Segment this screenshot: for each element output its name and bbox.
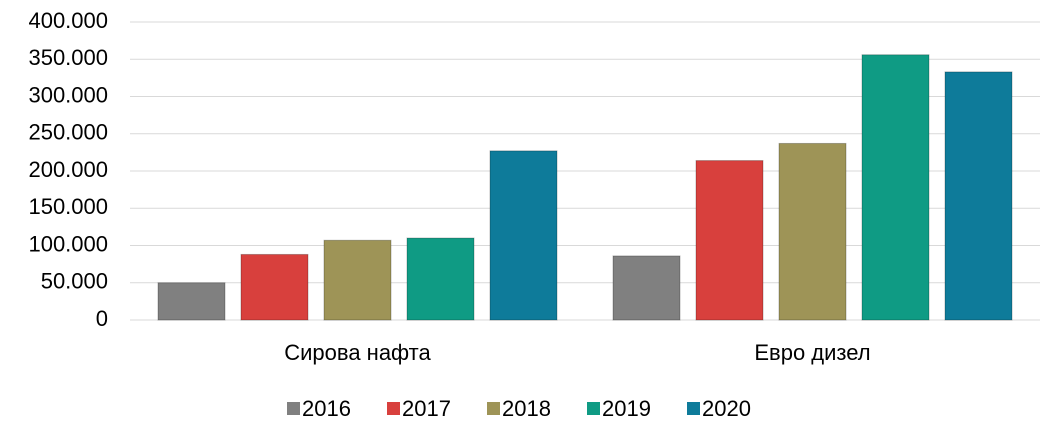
- bar: [323, 239, 392, 321]
- legend-label: 2016: [302, 396, 351, 421]
- y-tick-label: 200.000: [28, 157, 108, 182]
- legend-label: 2019: [602, 396, 651, 421]
- bar: [778, 142, 847, 321]
- bar: [612, 255, 681, 321]
- y-tick-label: 100.000: [28, 231, 108, 256]
- bar: [695, 160, 764, 321]
- bar: [406, 237, 475, 321]
- legend-label: 2017: [402, 396, 451, 421]
- legend-label: 2020: [702, 396, 751, 421]
- legend-swatch: [587, 402, 600, 415]
- y-tick-label: 150.000: [28, 194, 108, 219]
- bar: [489, 150, 558, 321]
- y-tick-label: 350.000: [28, 45, 108, 70]
- bar: [944, 71, 1013, 321]
- legend-label: 2018: [502, 396, 551, 421]
- legend-swatch: [687, 402, 700, 415]
- legend-swatch: [387, 402, 400, 415]
- y-tick-label: 250.000: [28, 120, 108, 145]
- legend-swatch: [487, 402, 500, 415]
- y-tick-label: 300.000: [28, 82, 108, 107]
- y-tick-label: 0: [96, 306, 108, 331]
- y-tick-label: 400.000: [28, 8, 108, 33]
- legend-swatch: [287, 402, 300, 415]
- bar: [157, 282, 226, 321]
- x-tick-label: Евро дизел: [754, 340, 870, 365]
- y-tick-label: 50.000: [41, 269, 108, 294]
- bar: [240, 253, 309, 321]
- bar: [861, 54, 930, 321]
- x-tick-label: Сирова нафта: [284, 340, 431, 365]
